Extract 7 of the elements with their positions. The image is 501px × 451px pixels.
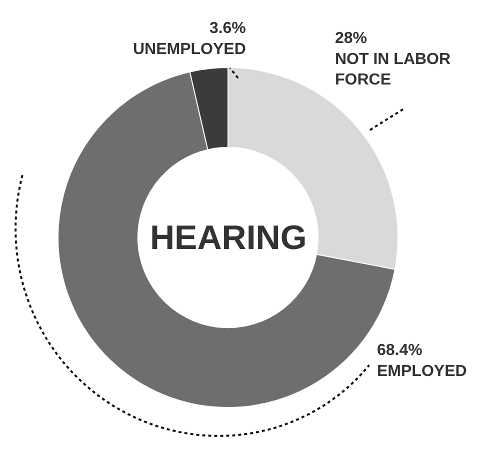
text: HEARING xyxy=(150,219,307,257)
slice-label: NOT IN LABOR FORCE xyxy=(335,50,451,89)
slice-label: UNEMPLOYED xyxy=(133,40,246,58)
slice-label: EMPLOYED xyxy=(377,362,467,380)
data-label: 28% xyxy=(335,30,368,47)
data-label: 3.6% xyxy=(209,20,246,37)
data-label: 68.4% xyxy=(377,342,422,359)
